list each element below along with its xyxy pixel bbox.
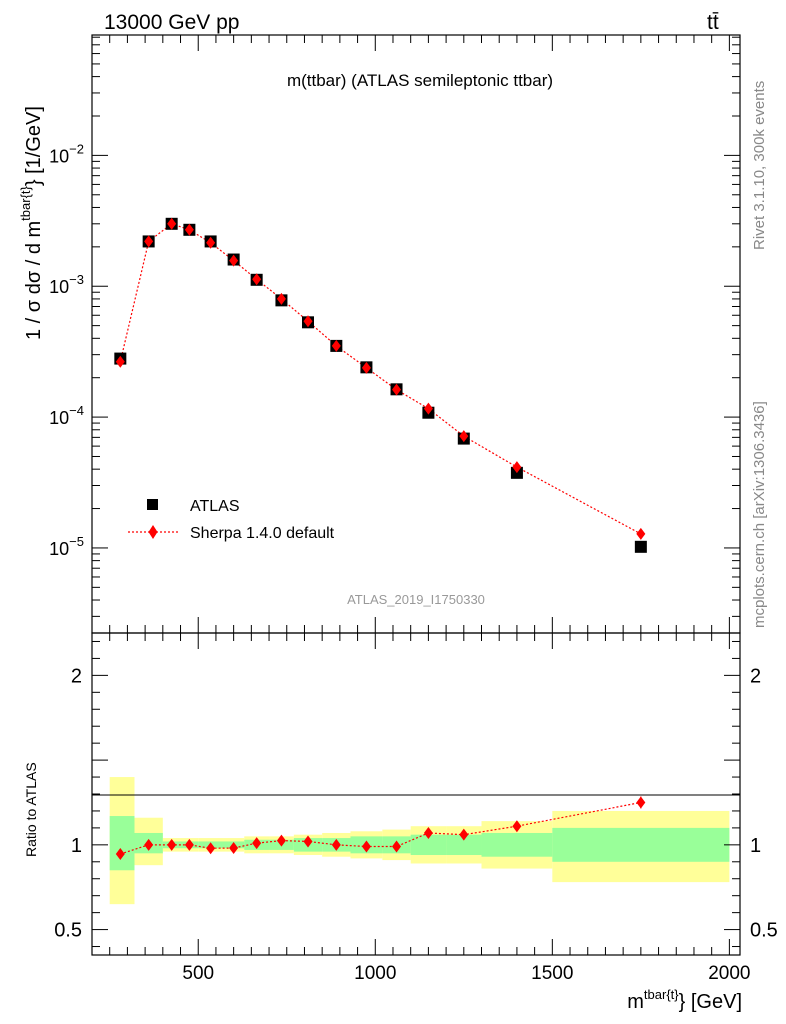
sherpa-point <box>512 461 522 474</box>
x-axis-label-suffix: } [GeV] <box>679 991 742 1013</box>
rivet-version-label: Rivet 3.1.10, 300k events <box>751 81 768 250</box>
sherpa-point <box>392 383 402 396</box>
green-band <box>552 827 730 862</box>
energy-label: 13000 GeV pp <box>104 11 239 34</box>
ratio-sherpa-point <box>184 838 194 851</box>
ratio-sherpa-point <box>276 834 286 847</box>
process-label: tt̄ <box>707 11 719 34</box>
ratio-sherpa-point <box>331 838 341 851</box>
legend-atlas-marker <box>147 499 158 510</box>
x-tick-label: 1500 <box>531 963 573 984</box>
sherpa-line <box>119 223 642 535</box>
sherpa-point <box>115 355 125 368</box>
ratio-y-tick-label-left: 2 <box>71 665 82 687</box>
sherpa-point <box>276 292 286 305</box>
ratio-sherpa-point <box>115 847 125 860</box>
atlas-point <box>634 540 647 553</box>
sherpa-point <box>423 402 433 415</box>
main-y-axis-label: 1 / σ dσ / d mtbar{t}} [1/GeV] <box>18 106 45 340</box>
main-y-tick-labels: 10−210−310−410−5 <box>49 141 84 559</box>
ratio-sherpa-point <box>229 842 239 855</box>
sherpa-point <box>184 223 194 236</box>
legend-sherpa-marker <box>148 525 158 539</box>
main-y-tick-label-base: 10 <box>49 277 69 297</box>
ratio-sherpa-point <box>361 840 371 853</box>
sherpa-point <box>167 217 177 230</box>
sherpa-point <box>206 236 216 249</box>
main-axis-ticks <box>91 35 740 633</box>
ratio-y-tick-label-right: 1 <box>750 835 761 857</box>
legend: ATLAS Sherpa 1.4.0 default <box>128 498 335 542</box>
sherpa-curve <box>119 223 642 535</box>
ratio-sherpa-point <box>252 837 262 850</box>
main-y-tick-label: 10−4 <box>49 403 84 428</box>
ratio-sherpa-line <box>120 801 641 855</box>
uncertainty-bands <box>109 777 730 905</box>
sherpa-point <box>361 361 371 374</box>
ratio-frame <box>91 632 741 956</box>
x-tick-label: 1000 <box>354 963 396 984</box>
legend-sherpa-label: Sherpa 1.4.0 default <box>190 525 335 542</box>
main-y-tick-label-exp: −3 <box>69 272 84 287</box>
ratio-tick-labels: 0.5 0.5 1 1 2 2 500 1000 1500 2000 <box>54 665 778 984</box>
sherpa-point <box>636 527 646 540</box>
sherpa-point <box>331 339 341 352</box>
main-title: m(ttbar) (ATLAS semileptonic ttbar) <box>287 71 553 90</box>
sherpa-point <box>144 235 154 248</box>
ratio-sherpa-point <box>206 842 216 855</box>
main-y-tick-label-base: 10 <box>49 146 69 166</box>
green-band <box>481 832 553 857</box>
watermark: ATLAS_2019_I1750330 <box>347 592 485 607</box>
sherpa-points <box>115 217 646 540</box>
ratio-sherpa-points <box>115 796 646 860</box>
ratio-y-tick-label-left: 0.5 <box>54 920 82 942</box>
main-y-axis-label-sup: tbar{t} <box>18 185 33 220</box>
ratio-y-tick-label-left: 1 <box>71 835 82 857</box>
sherpa-point <box>459 430 469 443</box>
green-band <box>446 834 482 856</box>
ratio-sherpa-point <box>167 838 177 851</box>
x-axis-label: mtbar{t}} [GeV] <box>627 987 742 1013</box>
main-y-tick-label-exp: −2 <box>69 141 84 156</box>
main-y-tick-label-base: 10 <box>49 539 69 559</box>
ratio-y-axis-label: Ratio to ATLAS <box>23 762 39 857</box>
ratio-sherpa-curve <box>120 801 641 855</box>
sherpa-point <box>252 273 262 286</box>
green-band <box>410 834 447 856</box>
main-y-tick-label-exp: −4 <box>69 403 84 418</box>
main-y-tick-label: 10−2 <box>49 141 84 166</box>
ratio-axis-ticks <box>91 633 740 955</box>
ratio-sherpa-point <box>512 820 522 833</box>
sherpa-point <box>303 315 313 328</box>
main-y-tick-label-base: 10 <box>49 408 69 428</box>
ratio-sherpa-point <box>636 796 646 809</box>
main-y-tick-label: 10−5 <box>49 534 84 559</box>
ratio-y-tick-label-right: 2 <box>750 665 761 687</box>
ratio-y-tick-label-right: 0.5 <box>750 920 778 942</box>
ratio-sherpa-point <box>459 828 469 841</box>
x-axis-label-sup: tbar{t} <box>644 987 679 1002</box>
main-y-tick-label: 10−3 <box>49 272 84 297</box>
ratio-sherpa-point <box>144 838 154 851</box>
main-panel: 10−210−310−410−5 m(ttbar) (ATLAS semilep… <box>18 34 741 634</box>
x-axis-label-prefix: m <box>627 991 644 1013</box>
green-band <box>109 816 135 871</box>
mcplots-label: mcplots.cern.ch [arXiv:1306.3436] <box>751 401 768 628</box>
x-tick-label: 2000 <box>708 963 750 984</box>
main-y-tick-label-exp: −5 <box>69 534 84 549</box>
x-tick-label: 500 <box>182 963 214 984</box>
legend-atlas-label: ATLAS <box>190 498 240 515</box>
main-y-axis-label-prefix: 1 / σ dσ / d m <box>23 221 45 340</box>
main-y-axis-label-suffix: } [1/GeV] <box>23 106 45 186</box>
ratio-panel: 0.5 0.5 1 1 2 2 500 1000 1500 2000 Ratio to ATLAS… <box>23 632 778 1013</box>
ratio-sherpa-point <box>303 835 313 848</box>
ratio-sherpa-point <box>392 840 402 853</box>
ratio-sherpa-point <box>423 826 433 839</box>
sherpa-point <box>229 254 239 267</box>
